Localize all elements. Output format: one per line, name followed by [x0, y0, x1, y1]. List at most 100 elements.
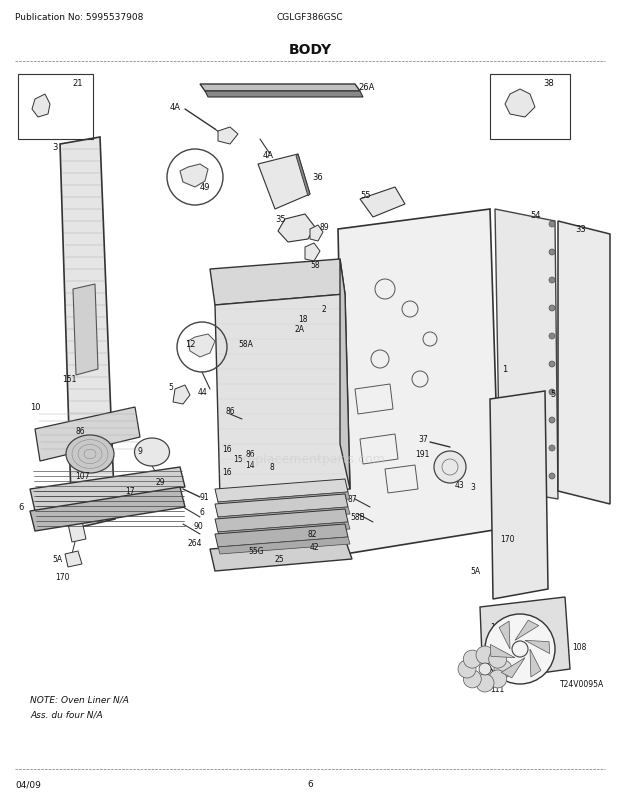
Polygon shape: [338, 210, 500, 554]
Polygon shape: [480, 597, 570, 681]
Polygon shape: [65, 551, 82, 567]
Circle shape: [476, 674, 494, 692]
Circle shape: [549, 445, 555, 452]
Circle shape: [463, 670, 481, 688]
Text: 26A: 26A: [358, 83, 374, 92]
Text: 15: 15: [233, 455, 242, 464]
Text: 109: 109: [490, 622, 505, 632]
Text: 58: 58: [310, 261, 320, 270]
Text: 21: 21: [72, 79, 82, 87]
Polygon shape: [173, 386, 190, 404]
Polygon shape: [258, 155, 310, 210]
Circle shape: [458, 660, 476, 678]
Text: T24V0095A: T24V0095A: [560, 679, 604, 689]
Text: 58A: 58A: [238, 340, 253, 349]
Text: 54: 54: [530, 210, 541, 219]
Polygon shape: [278, 215, 315, 243]
Text: 16: 16: [222, 445, 232, 454]
Polygon shape: [525, 641, 550, 654]
Text: 170: 170: [500, 535, 515, 544]
Text: 264: 264: [188, 539, 203, 548]
Text: 33: 33: [575, 225, 586, 234]
Text: 86: 86: [75, 427, 84, 436]
Circle shape: [549, 418, 555, 423]
Circle shape: [549, 277, 555, 284]
Polygon shape: [218, 508, 350, 525]
Ellipse shape: [66, 435, 114, 473]
Text: 49: 49: [200, 184, 211, 192]
Text: 9: 9: [138, 447, 143, 456]
Text: 14: 14: [245, 461, 255, 470]
Text: 29: 29: [155, 478, 165, 487]
Polygon shape: [218, 128, 238, 145]
Text: 25: 25: [275, 555, 285, 564]
Polygon shape: [218, 537, 350, 554]
Text: 89: 89: [320, 223, 330, 233]
Circle shape: [549, 362, 555, 367]
Polygon shape: [215, 494, 348, 517]
Text: NOTE: Oven Liner N/A: NOTE: Oven Liner N/A: [30, 695, 129, 703]
Polygon shape: [180, 164, 208, 188]
Polygon shape: [305, 244, 320, 261]
Polygon shape: [205, 92, 363, 98]
Text: ereplacementparts.com: ereplacementparts.com: [235, 453, 385, 466]
Polygon shape: [35, 407, 140, 461]
Text: 36: 36: [312, 173, 323, 182]
Text: 191: 191: [415, 450, 430, 459]
Text: 108: 108: [572, 642, 587, 652]
Polygon shape: [499, 622, 510, 649]
Text: Publication No: 5995537908: Publication No: 5995537908: [15, 14, 143, 22]
Polygon shape: [68, 521, 86, 542]
Circle shape: [463, 650, 481, 668]
Text: 86: 86: [246, 450, 255, 459]
Text: 4A: 4A: [170, 103, 181, 112]
Text: 109: 109: [490, 662, 505, 671]
Polygon shape: [501, 658, 525, 678]
Circle shape: [489, 650, 507, 668]
Text: 43: 43: [455, 481, 465, 490]
Polygon shape: [310, 225, 323, 241]
Text: 10: 10: [30, 403, 40, 412]
Text: 6: 6: [18, 503, 24, 512]
Polygon shape: [210, 260, 345, 306]
Text: 18: 18: [298, 315, 308, 324]
Circle shape: [549, 221, 555, 228]
Polygon shape: [490, 645, 515, 658]
Polygon shape: [495, 210, 558, 500]
Text: 5A: 5A: [470, 567, 480, 576]
Polygon shape: [218, 492, 350, 509]
Circle shape: [549, 390, 555, 395]
Polygon shape: [515, 621, 539, 641]
Polygon shape: [73, 285, 98, 375]
Text: 6: 6: [307, 780, 313, 788]
Polygon shape: [505, 90, 535, 118]
Polygon shape: [215, 294, 350, 500]
Polygon shape: [215, 480, 348, 502]
Polygon shape: [530, 649, 541, 677]
Text: 04/09: 04/09: [15, 780, 41, 788]
Text: 12: 12: [185, 340, 195, 349]
Text: 55: 55: [360, 191, 371, 200]
Text: 55G: 55G: [248, 547, 264, 556]
Text: 5: 5: [168, 383, 173, 392]
Text: 3: 3: [470, 483, 475, 492]
Polygon shape: [188, 334, 215, 358]
Text: 37: 37: [418, 435, 428, 444]
Text: 82: 82: [308, 530, 317, 539]
Polygon shape: [32, 95, 50, 118]
Polygon shape: [210, 539, 352, 571]
Polygon shape: [340, 260, 350, 489]
Text: 2: 2: [322, 305, 327, 314]
Text: BODY: BODY: [288, 43, 332, 57]
Text: CGLGF386GSC: CGLGF386GSC: [277, 14, 343, 22]
Polygon shape: [296, 155, 310, 196]
Polygon shape: [130, 473, 148, 492]
Text: 1: 1: [502, 365, 507, 374]
Text: 44: 44: [198, 388, 208, 397]
Text: 90: 90: [193, 522, 203, 531]
Circle shape: [549, 306, 555, 312]
Polygon shape: [60, 138, 115, 529]
Ellipse shape: [135, 439, 169, 467]
Text: 42: 42: [310, 543, 320, 552]
Text: 58B: 58B: [350, 512, 365, 522]
